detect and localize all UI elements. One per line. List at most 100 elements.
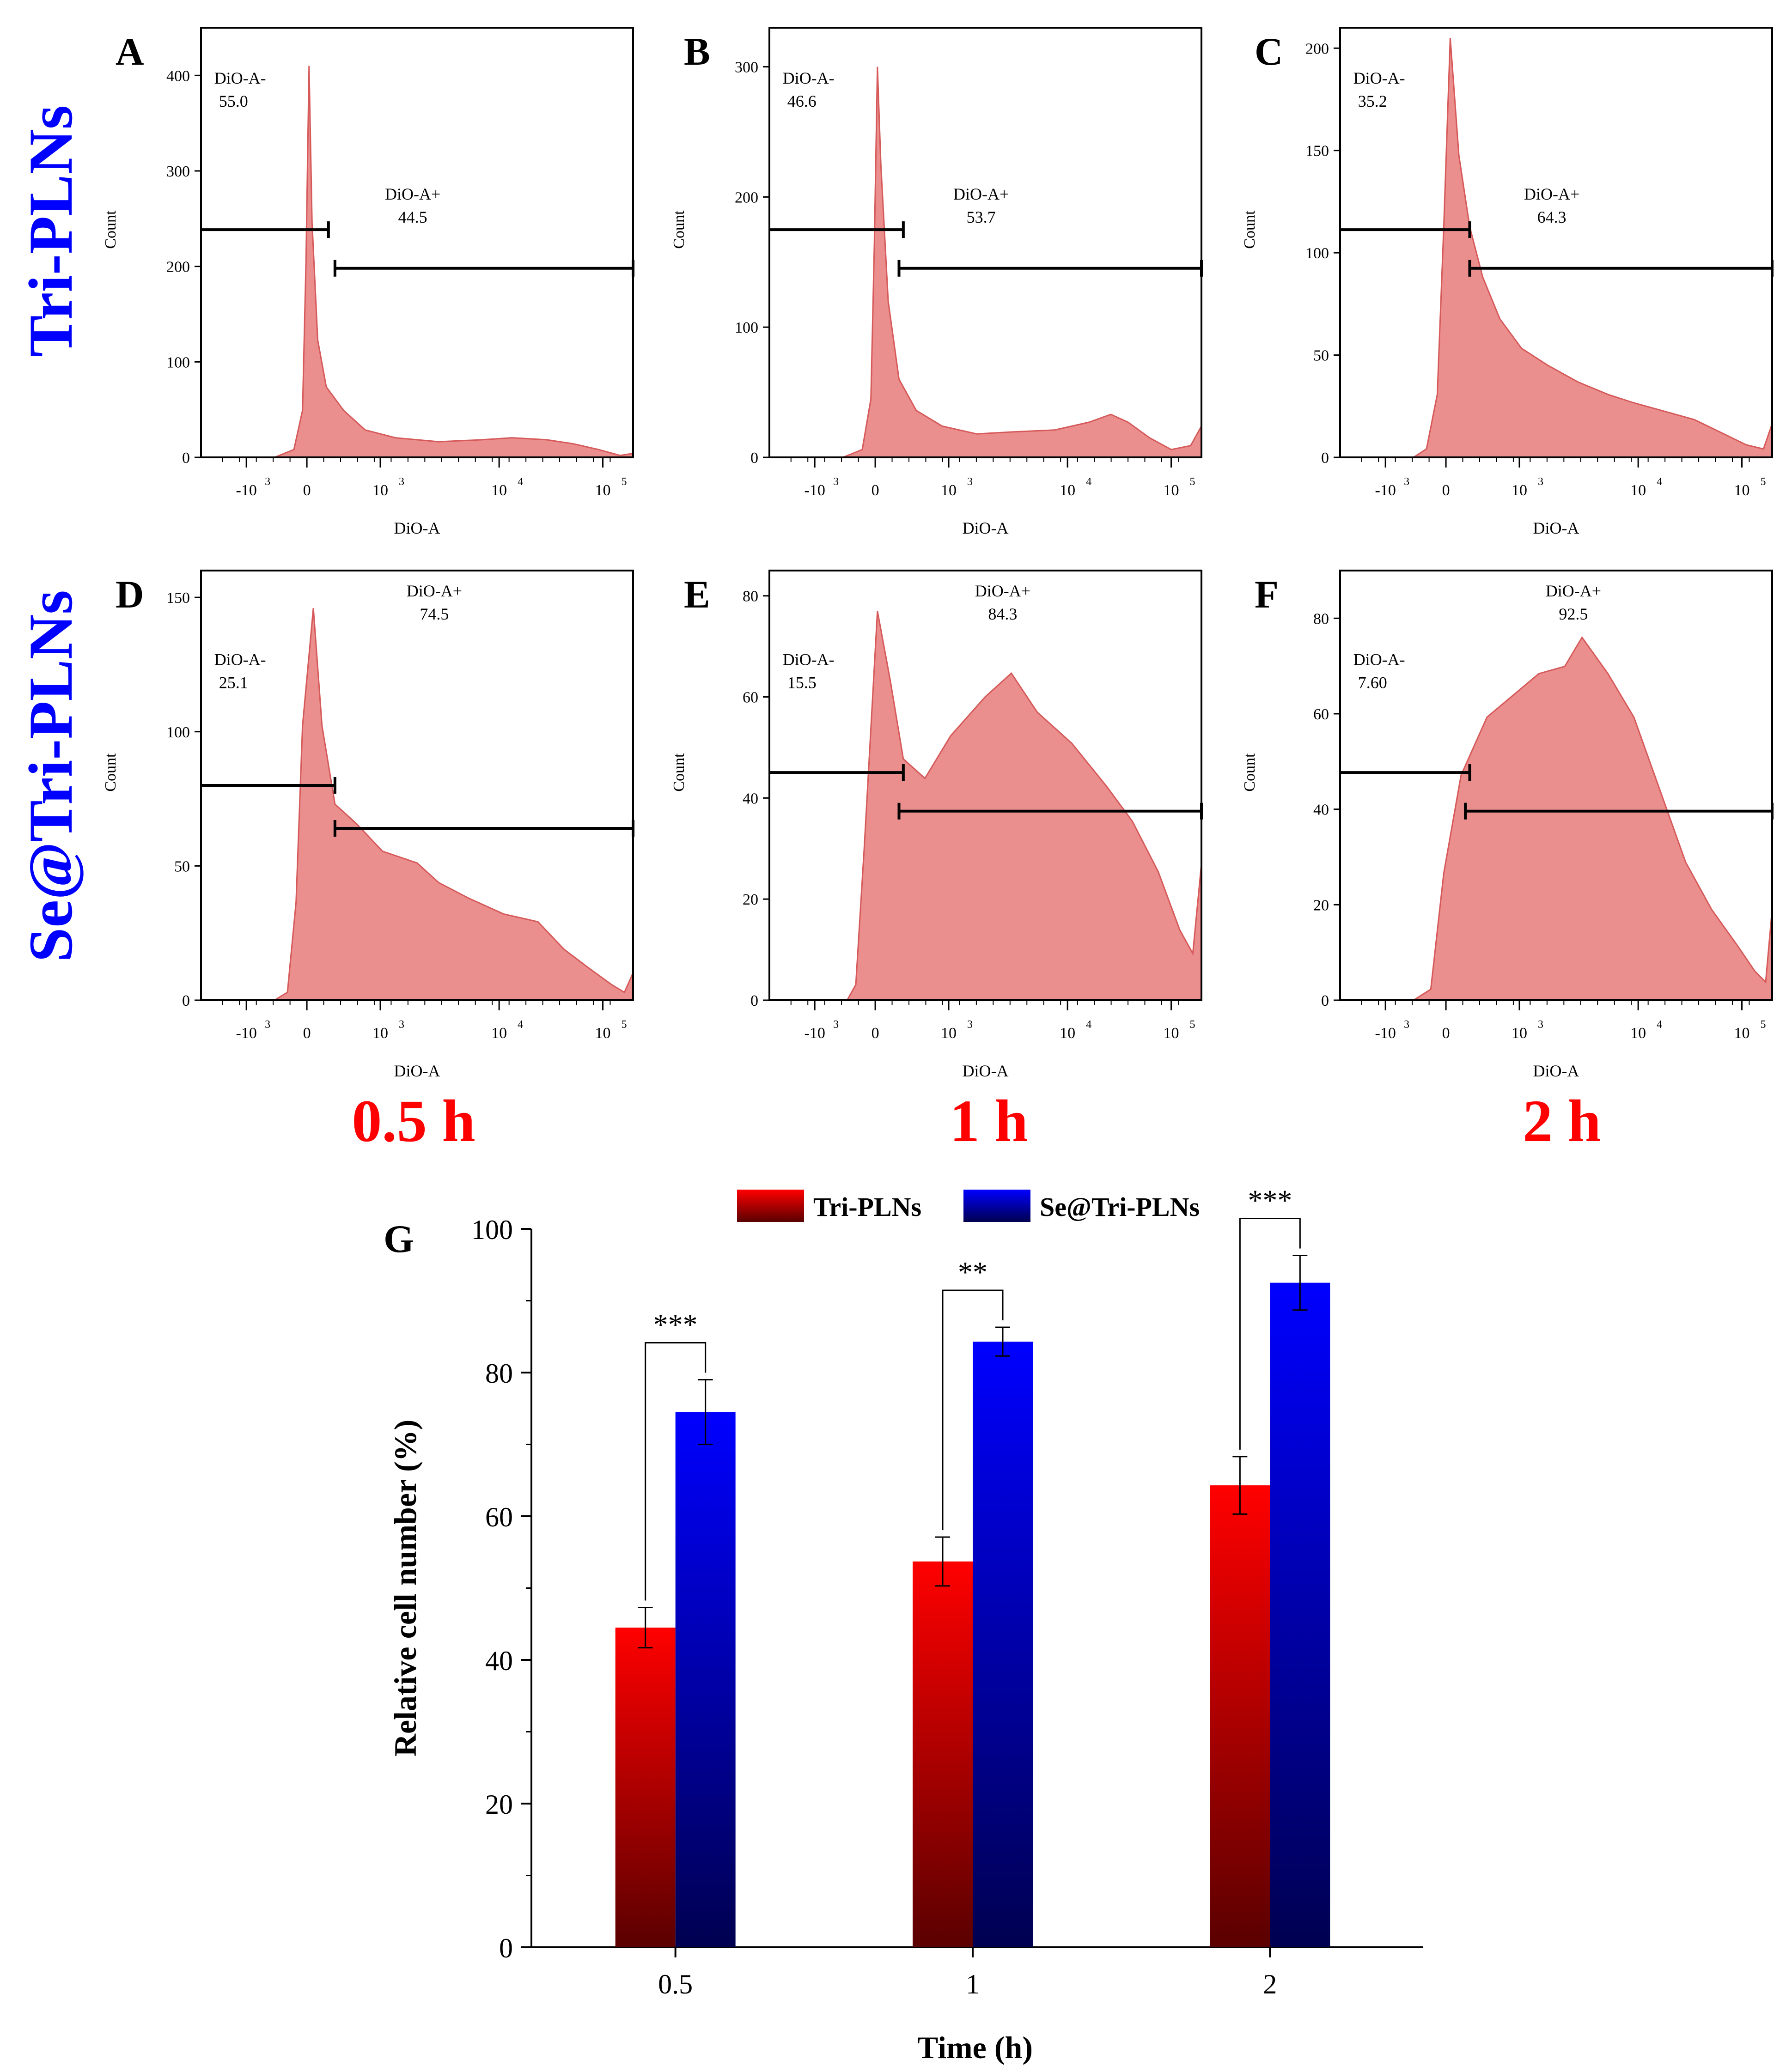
- y-tick-label: 40: [743, 790, 758, 807]
- gate-negative-value: 15.5: [787, 674, 817, 692]
- panel-letter: B: [684, 30, 710, 73]
- panel-letter: G: [384, 1217, 414, 1261]
- x-tick-label: 10: [1164, 1025, 1179, 1042]
- x-tick-label: 0: [872, 482, 879, 499]
- x-tick-label: 0: [1442, 1025, 1450, 1042]
- panel-letter: E: [684, 573, 710, 616]
- x-tick-exponent: 4: [1086, 476, 1091, 488]
- y-tick-label: 50: [1313, 347, 1329, 365]
- y-tick-label: 20: [1313, 897, 1329, 914]
- x-tick-label: 10: [595, 1025, 611, 1042]
- y-tick-label: 0: [750, 450, 758, 467]
- x-tick-exponent: 3: [967, 1019, 973, 1031]
- gate-negative-label: DiO-A-: [1353, 650, 1405, 669]
- x-tick-label: 10: [595, 482, 611, 499]
- x-tick-exponent: 4: [518, 476, 523, 488]
- gate-positive-label: DiO-A+: [407, 582, 462, 600]
- y-tick-label: 0: [182, 992, 190, 1009]
- x-tick-label: -10: [805, 1025, 825, 1042]
- x-tick-exponent: 3: [967, 476, 973, 488]
- y-tick-label: 200: [166, 259, 190, 276]
- histogram-panel-b: B 0 100 200 300 -10 3 0 10 3 10 4 10 5 DiO-A Count DiO-A…: [670, 27, 1203, 537]
- x-tick-label: 0.5: [658, 1969, 693, 1999]
- y-tick-label: 40: [485, 1646, 513, 1676]
- histogram-area: [1340, 636, 1773, 1001]
- time-label-1h: 1 h: [950, 1088, 1028, 1154]
- x-tick-label: 10: [941, 1025, 957, 1042]
- x-tick-label: -10: [1375, 1025, 1396, 1042]
- gate-negative-label: DiO-A-: [1353, 69, 1405, 87]
- bar-tri-plns: [913, 1561, 973, 1947]
- y-tick-label: 60: [485, 1502, 513, 1532]
- x-tick-exponent: 4: [1657, 476, 1662, 488]
- gate-positive-label: DiO-A+: [385, 185, 440, 203]
- plot-frame: [768, 570, 1202, 1001]
- x-tick-label: 0: [303, 1025, 311, 1042]
- row-label-se-tri-plns: Se@Tri-PLNs: [17, 590, 85, 962]
- y-tick-label: 100: [166, 724, 190, 741]
- x-tick-exponent: 5: [1190, 1019, 1195, 1031]
- x-tick-label: 10: [372, 1025, 388, 1042]
- panel-letter: F: [1255, 573, 1279, 616]
- x-tick-exponent: 5: [1761, 1019, 1766, 1031]
- significance-bracket: [1239, 1218, 1301, 1450]
- legend-swatch-tri-plns: [737, 1190, 804, 1222]
- plot-frame: [1339, 27, 1773, 458]
- x-tick-exponent: 4: [1086, 1019, 1091, 1031]
- x-tick-label: 10: [491, 482, 507, 499]
- y-axis-label: Count: [670, 210, 688, 249]
- histogram-area: [201, 66, 634, 458]
- gate-positive-value: 84.3: [988, 605, 1017, 623]
- x-tick-label: 10: [1630, 482, 1646, 499]
- x-tick-label: -10: [1375, 482, 1396, 499]
- y-tick-label: 150: [166, 589, 190, 607]
- panel-letter: C: [1255, 30, 1283, 73]
- bar-chart-panel-g: G 0 20 40 60 80 100 Relative cell number (%) Tim…: [384, 1184, 1423, 2065]
- histogram-panel-d: D 0 50 100 150 -10 3 0 10 3 10 4 10 5 DiO-A Count DiO-A-…: [102, 570, 634, 1080]
- y-axis-label: Relative cell number (%): [388, 1420, 423, 1757]
- gate-positive-label: DiO-A+: [1546, 582, 1601, 600]
- bar-tri-plns: [1210, 1485, 1270, 1947]
- y-tick-label: 100: [735, 319, 758, 336]
- y-tick-label: 200: [735, 189, 758, 206]
- y-axis-label: Count: [102, 210, 119, 249]
- histogram-area: [1340, 37, 1773, 458]
- y-tick-label: 80: [485, 1358, 513, 1389]
- y-tick-label: 0: [750, 992, 758, 1009]
- x-tick-exponent: 3: [1404, 1019, 1409, 1031]
- x-tick-exponent: 4: [518, 1019, 523, 1031]
- gate-positive-value: 44.5: [398, 208, 427, 226]
- y-axis-label: Count: [1241, 210, 1258, 249]
- x-tick-label: 10: [1734, 482, 1750, 499]
- x-tick-label: 10: [372, 482, 388, 499]
- y-tick-label: 400: [166, 67, 190, 85]
- y-axis-label: Count: [1241, 753, 1258, 792]
- bar-se-tri-plns: [1270, 1282, 1330, 1947]
- panel-letter: A: [116, 30, 144, 73]
- bar-se-tri-plns: [675, 1412, 736, 1947]
- histogram-panel-f: F 0 20 40 60 80 -10 3 0 10 3 10 4 10 5 DiO-A Count DiO-A-…: [1241, 570, 1774, 1080]
- x-tick-label: 10: [1164, 482, 1179, 499]
- y-tick-label: 300: [735, 59, 758, 76]
- y-tick-label: 100: [471, 1215, 513, 1245]
- histogram-panel-e: E 0 20 40 60 80 -10 3 0 10 3 10 4 10 5 DiO-A Count DiO-A-…: [670, 570, 1203, 1080]
- x-tick-label: 0: [303, 482, 311, 499]
- gate-negative-value: 7.60: [1358, 674, 1387, 692]
- y-tick-label: 0: [182, 450, 190, 467]
- legend-label: Tri-PLNs: [813, 1192, 921, 1222]
- x-axis-label: DiO-A: [394, 1062, 440, 1080]
- gate-positive-label: DiO-A+: [1524, 185, 1579, 203]
- y-tick-label: 0: [1321, 992, 1329, 1009]
- histogram-area: [769, 611, 1202, 1001]
- gate-negative-value: 55.0: [219, 92, 248, 110]
- y-tick-label: 20: [485, 1789, 513, 1820]
- significance-marker: **: [958, 1256, 987, 1288]
- x-tick-label: 10: [1630, 1025, 1646, 1042]
- y-tick-label: 20: [743, 891, 758, 908]
- x-tick-exponent: 5: [622, 476, 627, 488]
- x-tick-exponent: 5: [1761, 476, 1766, 488]
- y-axis-label: Count: [670, 753, 688, 792]
- x-tick-label: 10: [1512, 1025, 1527, 1042]
- significance-bracket: [645, 1342, 707, 1601]
